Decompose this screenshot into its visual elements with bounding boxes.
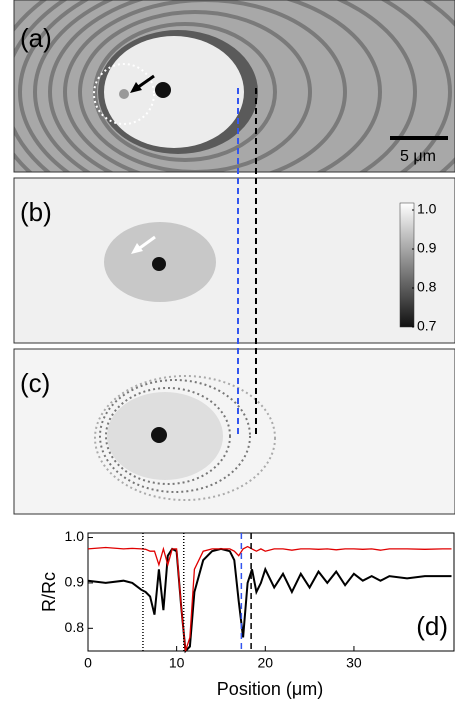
y-tick-label: 0.8 (65, 619, 85, 635)
colorbar-tick-label: 0.8 (417, 279, 437, 295)
x-tick-label: 30 (346, 655, 362, 671)
panel-label: (a) (20, 23, 52, 53)
panel-label: (b) (20, 197, 52, 227)
y-tick-label: 1.0 (65, 528, 85, 544)
x-tick-label: 10 (169, 655, 185, 671)
panel-label: (c) (20, 368, 50, 398)
image-b (14, 178, 455, 343)
colorbar-tick-label: 1.0 (417, 201, 437, 217)
x-tick-label: 20 (258, 655, 274, 671)
x-tick-label: 0 (84, 655, 92, 671)
plot-frame (87, 532, 455, 652)
colorbar-tick-label: 0.7 (417, 318, 437, 334)
image-a: 5 μm (14, 0, 455, 172)
colorbar-tick-label: 0.9 (417, 240, 437, 256)
image-c (14, 349, 455, 514)
y-tick-label: 0.9 (65, 574, 85, 590)
scale-bar-label: 5 μm (400, 148, 436, 165)
data-line (87, 545, 452, 652)
panel-label: (d) (416, 611, 448, 641)
y-axis-label: R/Rc (39, 572, 59, 612)
data-line (87, 547, 452, 654)
x-axis-label: Position (μm) (217, 679, 323, 699)
